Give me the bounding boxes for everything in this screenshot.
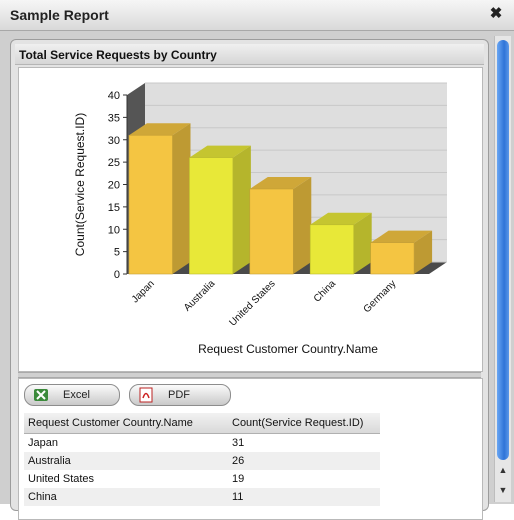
table-cell: 26	[228, 452, 380, 470]
column-header-country[interactable]: Request Customer Country.Name	[24, 413, 228, 434]
bar	[189, 157, 234, 275]
table-cell: China	[24, 488, 228, 506]
x-tick-label: Australia	[182, 278, 218, 314]
bar-top	[249, 176, 312, 189]
y-tick-label: 35	[108, 112, 120, 124]
table-row: China 11	[24, 488, 380, 506]
table-row: Japan 31	[24, 433, 380, 452]
pdf-icon	[139, 387, 153, 403]
x-tick-label: Germany	[362, 278, 399, 315]
dialog-title: Sample Report	[10, 7, 109, 23]
y-tick-label: 40	[108, 90, 120, 102]
export-and-table-area: Excel PDF Request Customer Country.Name …	[18, 378, 483, 520]
table-cell: United States	[24, 470, 228, 488]
x-tick-label: United States	[227, 278, 277, 328]
panel-header: Total Service Requests by Country	[15, 44, 484, 65]
title-bar: Sample Report ✖	[0, 0, 514, 31]
table-header-row: Request Customer Country.Name Count(Serv…	[24, 413, 380, 434]
x-tick-label: Japan	[130, 278, 157, 305]
bar	[309, 224, 354, 275]
scroll-down-arrow-icon[interactable]: ▼	[498, 485, 508, 495]
table-row: Australia 26	[24, 452, 380, 470]
pdf-export-button[interactable]: PDF	[129, 384, 231, 406]
bar-top	[189, 145, 251, 158]
bar	[249, 188, 294, 275]
vertical-scrollbar[interactable]: ▲ ▼	[494, 36, 511, 502]
y-tick-label: 20	[108, 180, 120, 192]
table-cell: Australia	[24, 452, 228, 470]
scrollbar-thumb[interactable]	[497, 40, 509, 460]
x-tick-label: China	[312, 278, 339, 305]
y-tick-label: 0	[114, 269, 120, 281]
table-cell: Japan	[24, 433, 228, 452]
table-cell: 11	[228, 488, 380, 506]
table-cell: 31	[228, 433, 380, 452]
bar-side	[414, 230, 433, 274]
bar-top	[129, 123, 191, 136]
y-tick-label: 5	[114, 247, 120, 259]
panel-splitter[interactable]	[18, 372, 481, 378]
excel-export-button[interactable]: Excel	[24, 384, 120, 406]
close-icon[interactable]: ✖	[489, 5, 503, 22]
bar	[128, 134, 173, 275]
column-header-count[interactable]: Count(Service Request.ID)	[228, 413, 380, 434]
bar	[370, 242, 415, 275]
pdf-label: PDF	[168, 389, 190, 401]
bar-side	[353, 212, 372, 274]
bar-side	[172, 123, 191, 275]
panel-title: Total Service Requests by Country	[19, 48, 217, 62]
y-axis-label: Count(Service Request.ID)	[73, 113, 87, 256]
chart-area: 0 5 10 15 20 25 30 35 40 Japan Australia United Sta…	[18, 67, 483, 372]
table-cell: 19	[228, 470, 380, 488]
y-tick-label: 10	[108, 224, 120, 236]
bar-chart: 0 5 10 15 20 25 30 35 40 Japan Australia United Sta…	[73, 82, 447, 356]
bar-top	[370, 230, 433, 243]
report-panel: Total Service Requests by Country 0 5 10 15…	[10, 39, 489, 520]
table-row: United States 19	[24, 470, 380, 488]
bar-top	[310, 212, 372, 225]
data-table: Request Customer Country.Name Count(Serv…	[24, 413, 380, 506]
scroll-up-arrow-icon[interactable]: ▲	[498, 465, 508, 475]
bar-side	[232, 145, 251, 274]
y-tick-label: 25	[108, 157, 120, 169]
excel-icon	[34, 389, 48, 401]
x-axis-label: Request Customer Country.Name	[198, 342, 378, 356]
bar-side	[293, 176, 312, 274]
excel-label: Excel	[63, 389, 90, 401]
y-tick-label: 30	[108, 135, 120, 147]
y-tick-label: 15	[108, 202, 120, 214]
